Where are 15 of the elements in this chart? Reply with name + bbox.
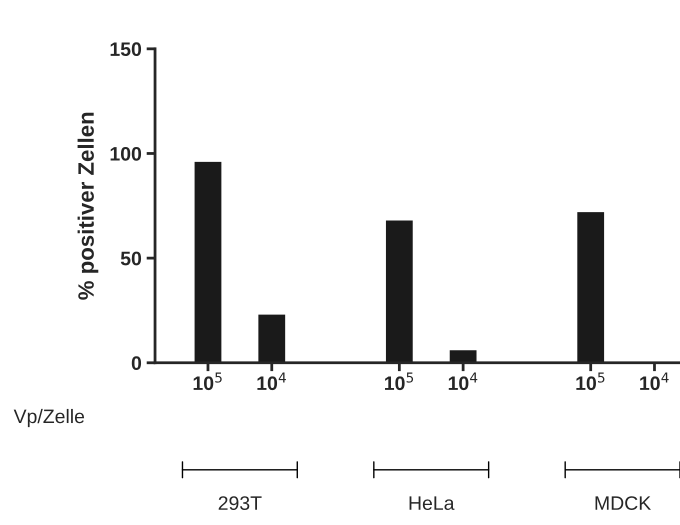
text: MDCK xyxy=(596,496,651,510)
y-tick-label: 50 xyxy=(120,252,142,266)
text: 293T xyxy=(218,496,262,510)
y-tick-label: 0 xyxy=(132,356,142,370)
y-tick-label: 100 xyxy=(110,146,142,161)
text: Vp/Zelle xyxy=(14,408,84,428)
x-tick-label: 10$^{4}$ xyxy=(448,372,478,390)
text: HeLa xyxy=(410,496,454,510)
x-tick-label: 10$^{5}$ xyxy=(576,372,604,390)
y-axis-title: % positiver Zellen xyxy=(78,112,98,300)
x-tick-label: 10$^{5}$ xyxy=(385,372,414,390)
x-tick-label: 10$^{4}$ xyxy=(640,372,669,390)
y-tick-label: 150 xyxy=(110,42,142,56)
x-tick-label: 10$^{5}$ xyxy=(194,372,222,390)
x-tick-label: 10$^{4}$ xyxy=(257,372,286,390)
